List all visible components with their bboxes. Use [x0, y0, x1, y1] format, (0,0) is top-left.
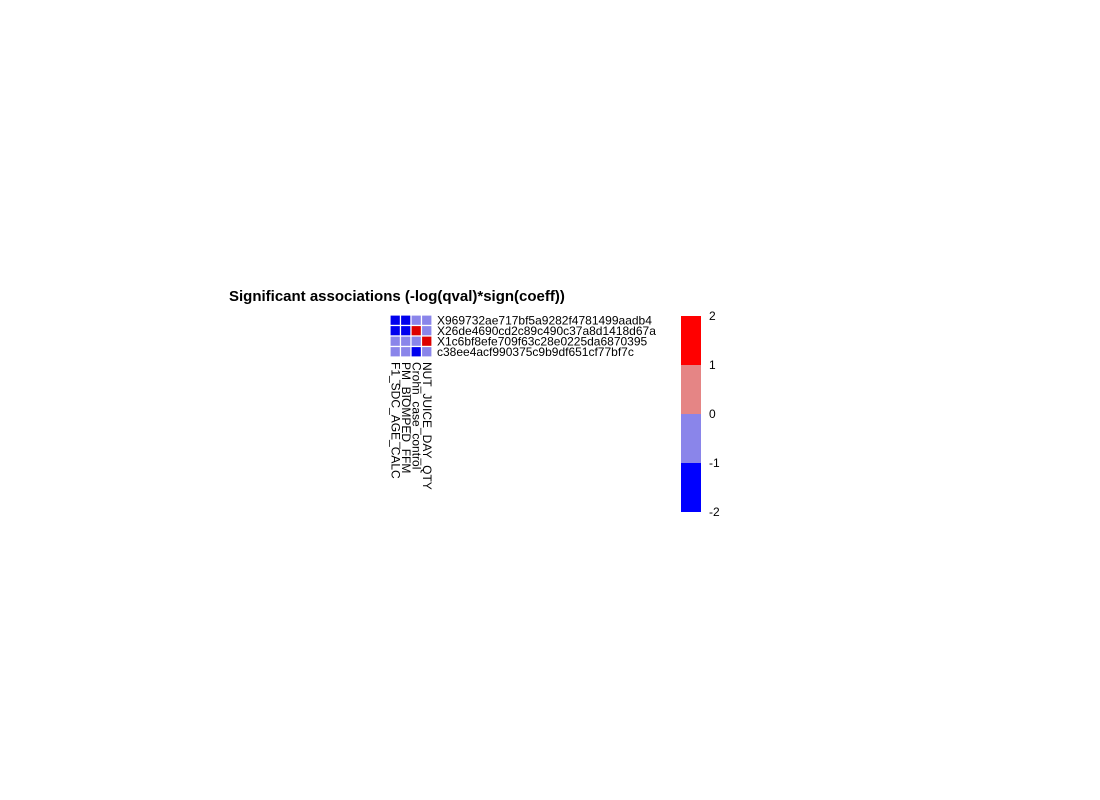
row-label: c38ee4acf990375c9b9df651cf77bf7c	[437, 345, 634, 359]
row-labels: X969732ae717bf5a9282f4781499aadb4X26de46…	[437, 313, 656, 359]
legend-tick-label: 0	[709, 407, 716, 421]
legend-tick-label: -2	[709, 505, 720, 519]
row-label: X969732ae717bf5a9282f4781499aadb4	[437, 313, 652, 327]
heatmap-cell	[399, 345, 412, 358]
heatmap-cells	[389, 314, 433, 358]
column-labels: F1_SDC_AGE_CALCPM_BIOMPED_FFMCrohn_case_…	[388, 362, 434, 490]
column-label: F1_SDC_AGE_CALC	[388, 362, 402, 479]
column-label: Crohn_case_control	[409, 362, 423, 469]
heatmap-cell	[399, 335, 412, 348]
row-label: X26de4690cd2c89c490c37a8d1418d67a	[437, 324, 656, 338]
legend-tick-label: 2	[709, 309, 716, 323]
column-label: PM_BIOMPED_FFM	[399, 362, 413, 473]
heatmap-cell	[420, 324, 433, 337]
heatmap-cell	[410, 345, 423, 358]
legend-bin	[681, 463, 701, 512]
heatmap-cell	[410, 324, 423, 337]
heatmap-cell	[410, 335, 423, 348]
heatmap-cell	[389, 324, 402, 337]
heatmap-cell	[399, 324, 412, 337]
heatmap-cell	[420, 335, 433, 348]
heatmap-cell	[389, 335, 402, 348]
heatmap-cell	[410, 314, 423, 327]
legend-bin	[681, 316, 701, 365]
heatmap-cell	[389, 345, 402, 358]
legend-bin	[681, 414, 701, 463]
heatmap-cell	[399, 314, 412, 327]
color-legend: 2 1 0 -1 -2	[681, 309, 720, 519]
column-label: NUT_JUICE_DAY_QTY	[420, 362, 434, 490]
heatmap-cell	[420, 314, 433, 327]
legend-tick-label: 1	[709, 358, 716, 372]
chart-title: Significant associations (-log(qval)*sig…	[229, 288, 565, 305]
heatmap-cell	[389, 314, 402, 327]
legend-bin	[681, 365, 701, 414]
legend-tick-label: -1	[709, 456, 720, 470]
row-label: X1c6bf8efe709f63c28e0225da6870395	[437, 334, 648, 348]
heatmap-cell	[420, 345, 433, 358]
